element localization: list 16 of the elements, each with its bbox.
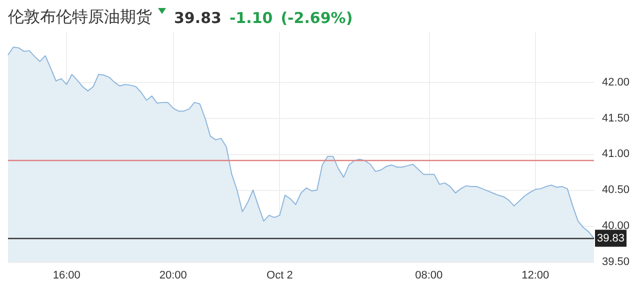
- text: -1.10: [229, 8, 273, 26]
- x-tick-label: 20:00: [159, 270, 187, 282]
- text: 39.83: [174, 8, 222, 26]
- y-tick-label: 39.50: [602, 256, 630, 268]
- y-tick-label: 41.00: [602, 148, 630, 160]
- x-tick-label: 16:00: [52, 270, 80, 282]
- chart-title: 伦敦布伦特原油期货: [8, 6, 152, 28]
- y-tick-label: 40.00: [602, 220, 630, 232]
- x-tick-label: 08:00: [415, 270, 443, 282]
- text: (-2.69%): [280, 8, 353, 26]
- y-tick-label: 40.50: [602, 184, 630, 196]
- x-tick-label: 12:00: [522, 270, 550, 282]
- y-tick-label: 41.50: [602, 112, 630, 124]
- x-tick-label: Oct 2: [266, 270, 293, 282]
- y-tick-label: 42.00: [602, 76, 630, 88]
- ref-line-label: 39.83: [597, 232, 625, 244]
